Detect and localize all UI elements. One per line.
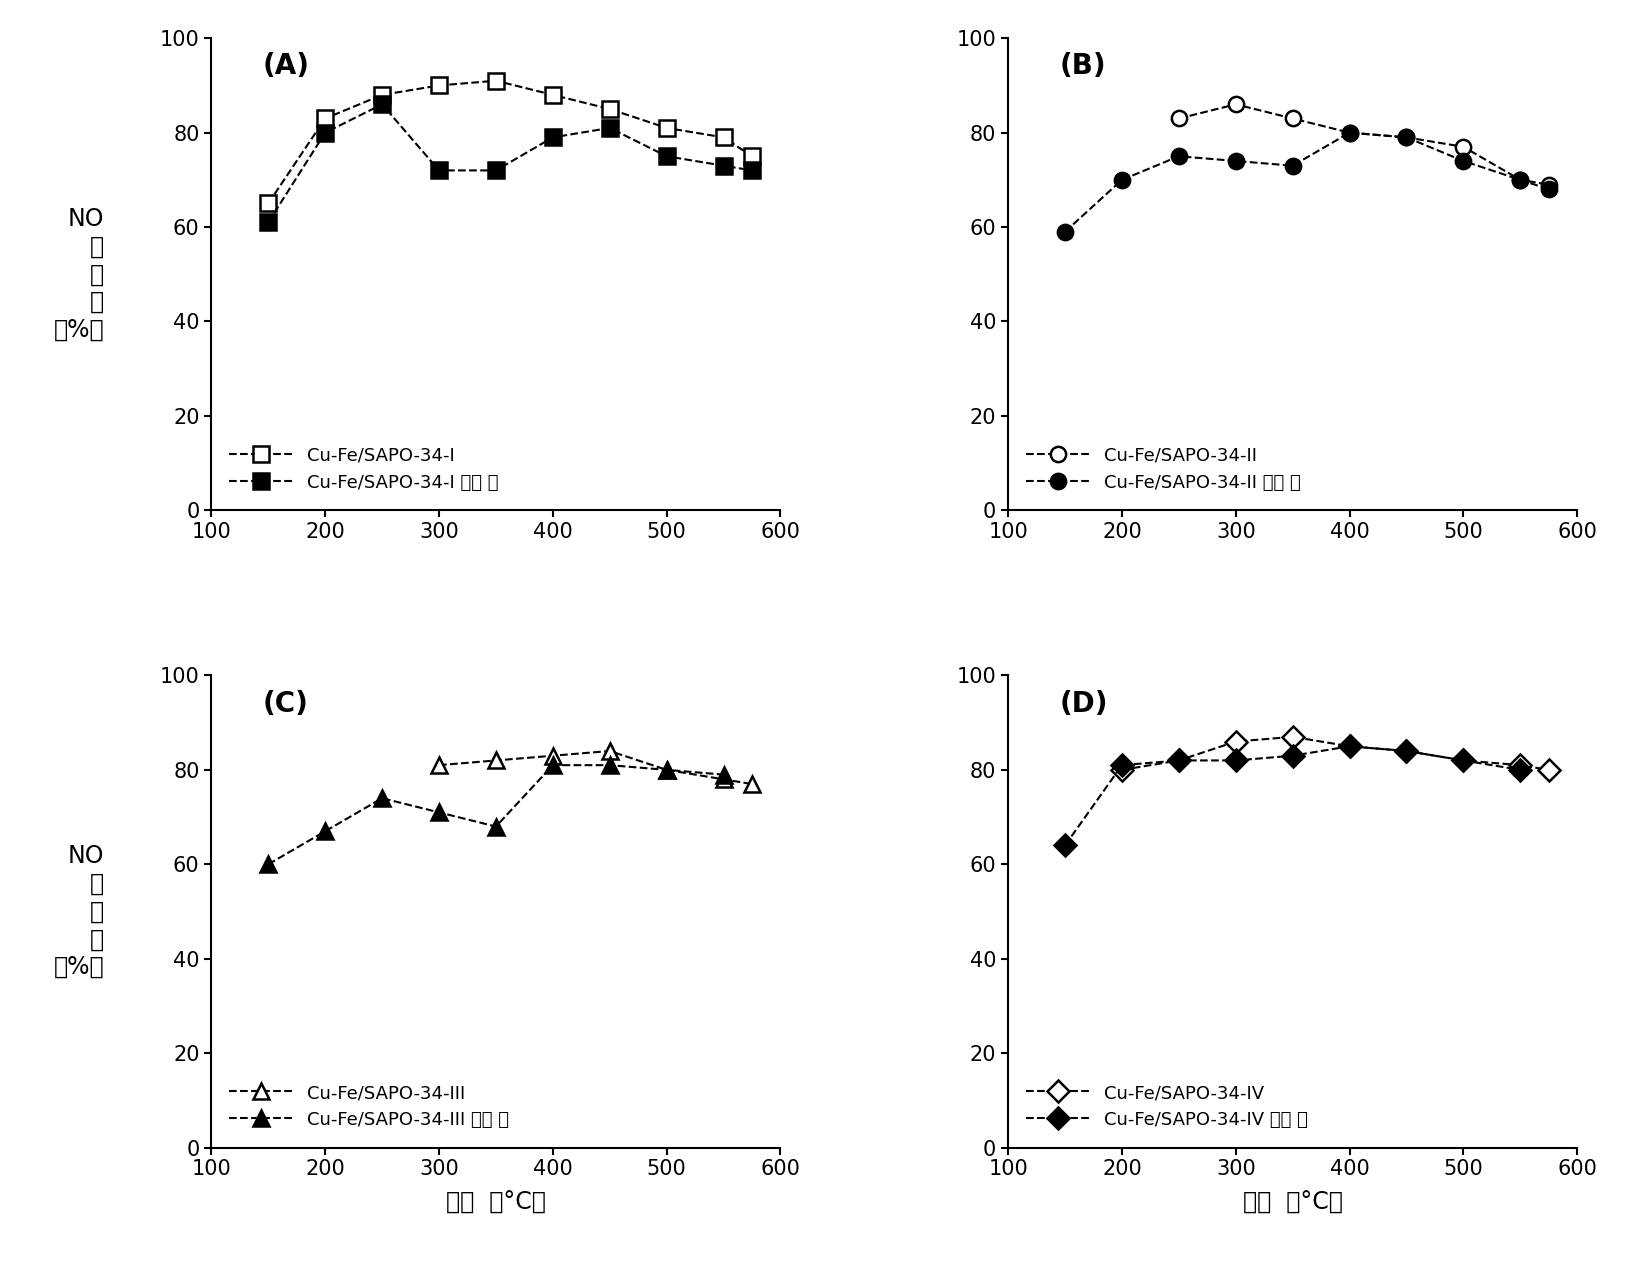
- Cu-Fe/SAPO-34-II: [1169, 111, 1189, 126]
- Cu-Fe/SAPO-34-IV: [1340, 738, 1359, 754]
- Y-axis label: NO
转
化
率
（%）: NO 转 化 率 （%）: [54, 844, 104, 979]
- Cu-Fe/SAPO-34-II: [1511, 172, 1530, 187]
- Cu-Fe/SAPO-34-II 一丙 稀: [1112, 172, 1132, 187]
- X-axis label: 温度  （°C）: 温度 （°C）: [446, 1191, 546, 1214]
- X-axis label: 温度  （°C）: 温度 （°C）: [1242, 1191, 1343, 1214]
- Cu-Fe/SAPO-34-I: [741, 149, 761, 164]
- Cu-Fe/SAPO-34-III: [486, 752, 506, 768]
- Cu-Fe/SAPO-34-I: [714, 130, 733, 145]
- Cu-Fe/SAPO-34-II: [1226, 97, 1246, 112]
- Cu-Fe/SAPO-34-II 一丙 稀: [1538, 181, 1558, 196]
- Cu-Fe/SAPO-34-I 一丙 稀: [486, 163, 506, 179]
- Cu-Fe/SAPO-34-I 一丙 稀: [714, 158, 733, 173]
- Text: (A): (A): [263, 52, 309, 80]
- Cu-Fe/SAPO-34-III 一丙 稀: [543, 757, 563, 773]
- Cu-Fe/SAPO-34-II: [1397, 130, 1416, 145]
- Cu-Fe/SAPO-34-III: [429, 757, 449, 773]
- Line: Cu-Fe/SAPO-34-IV: Cu-Fe/SAPO-34-IV: [1114, 729, 1556, 778]
- Cu-Fe/SAPO-34-IV: [1226, 734, 1246, 750]
- Cu-Fe/SAPO-34-I 一丙 稀: [372, 97, 392, 112]
- Cu-Fe/SAPO-34-II 一丙 稀: [1226, 153, 1246, 168]
- Line: Cu-Fe/SAPO-34-IV 一丙 稀: Cu-Fe/SAPO-34-IV 一丙 稀: [1057, 738, 1528, 853]
- Cu-Fe/SAPO-34-II 一丙 稀: [1397, 130, 1416, 145]
- Line: Cu-Fe/SAPO-34-II: Cu-Fe/SAPO-34-II: [1171, 97, 1556, 193]
- Cu-Fe/SAPO-34-III: [657, 762, 676, 778]
- Cu-Fe/SAPO-34-I: [657, 120, 676, 135]
- Line: Cu-Fe/SAPO-34-III 一丙 稀: Cu-Fe/SAPO-34-III 一丙 稀: [260, 757, 732, 872]
- Cu-Fe/SAPO-34-IV 一丙 稀: [1283, 748, 1302, 764]
- Cu-Fe/SAPO-34-III 一丙 稀: [315, 824, 335, 839]
- Cu-Fe/SAPO-34-IV: [1283, 729, 1302, 745]
- Cu-Fe/SAPO-34-III 一丙 稀: [657, 762, 676, 778]
- Cu-Fe/SAPO-34-IV 一丙 稀: [1055, 838, 1075, 853]
- Cu-Fe/SAPO-34-II 一丙 稀: [1169, 149, 1189, 164]
- Cu-Fe/SAPO-34-I 一丙 稀: [741, 163, 761, 179]
- Cu-Fe/SAPO-34-I: [259, 196, 278, 212]
- Cu-Fe/SAPO-34-II: [1454, 139, 1473, 154]
- Cu-Fe/SAPO-34-IV: [1169, 752, 1189, 768]
- Cu-Fe/SAPO-34-III 一丙 稀: [600, 757, 620, 773]
- Cu-Fe/SAPO-34-I: [486, 73, 506, 88]
- Cu-Fe/SAPO-34-IV: [1112, 762, 1132, 778]
- Cu-Fe/SAPO-34-III: [714, 771, 733, 787]
- Cu-Fe/SAPO-34-I: [429, 78, 449, 93]
- Cu-Fe/SAPO-34-I: [543, 87, 563, 102]
- Cu-Fe/SAPO-34-IV 一丙 稀: [1169, 752, 1189, 768]
- Text: (C): (C): [263, 690, 309, 718]
- Cu-Fe/SAPO-34-I 一丙 稀: [657, 149, 676, 164]
- Cu-Fe/SAPO-34-III 一丙 稀: [486, 819, 506, 834]
- Cu-Fe/SAPO-34-IV 一丙 稀: [1226, 752, 1246, 768]
- Text: (D): (D): [1060, 690, 1107, 718]
- Cu-Fe/SAPO-34-I 一丙 稀: [259, 214, 278, 230]
- Cu-Fe/SAPO-34-IV 一丙 稀: [1112, 757, 1132, 773]
- Cu-Fe/SAPO-34-I: [315, 111, 335, 126]
- Cu-Fe/SAPO-34-II 一丙 稀: [1454, 153, 1473, 168]
- Cu-Fe/SAPO-34-IV: [1538, 762, 1558, 778]
- Line: Cu-Fe/SAPO-34-III: Cu-Fe/SAPO-34-III: [431, 743, 759, 792]
- Line: Cu-Fe/SAPO-34-II 一丙 稀: Cu-Fe/SAPO-34-II 一丙 稀: [1057, 125, 1556, 240]
- Cu-Fe/SAPO-34-IV: [1454, 752, 1473, 768]
- Cu-Fe/SAPO-34-IV 一丙 稀: [1397, 743, 1416, 759]
- Cu-Fe/SAPO-34-III 一丙 稀: [372, 790, 392, 806]
- Cu-Fe/SAPO-34-IV 一丙 稀: [1511, 762, 1530, 778]
- Line: Cu-Fe/SAPO-34-I 一丙 稀: Cu-Fe/SAPO-34-I 一丙 稀: [260, 97, 759, 230]
- Line: Cu-Fe/SAPO-34-I: Cu-Fe/SAPO-34-I: [260, 73, 759, 212]
- Cu-Fe/SAPO-34-IV 一丙 稀: [1454, 752, 1473, 768]
- Cu-Fe/SAPO-34-IV: [1397, 743, 1416, 759]
- Y-axis label: NO
转
化
率
（%）: NO 转 化 率 （%）: [54, 207, 104, 342]
- Legend: Cu-Fe/SAPO-34-I, Cu-Fe/SAPO-34-I 一丙 稀: Cu-Fe/SAPO-34-I, Cu-Fe/SAPO-34-I 一丙 稀: [221, 437, 507, 501]
- Cu-Fe/SAPO-34-I 一丙 稀: [600, 120, 620, 135]
- Cu-Fe/SAPO-34-I: [600, 102, 620, 117]
- Cu-Fe/SAPO-34-II 一丙 稀: [1283, 158, 1302, 173]
- Cu-Fe/SAPO-34-II: [1283, 111, 1302, 126]
- Cu-Fe/SAPO-34-IV: [1511, 757, 1530, 773]
- Legend: Cu-Fe/SAPO-34-II, Cu-Fe/SAPO-34-II 一丙 稀: Cu-Fe/SAPO-34-II, Cu-Fe/SAPO-34-II 一丙 稀: [1018, 437, 1309, 501]
- Cu-Fe/SAPO-34-II: [1340, 125, 1359, 140]
- Cu-Fe/SAPO-34-III 一丙 稀: [259, 857, 278, 872]
- Text: (B): (B): [1060, 52, 1106, 80]
- Cu-Fe/SAPO-34-II 一丙 稀: [1340, 125, 1359, 140]
- Legend: Cu-Fe/SAPO-34-IV, Cu-Fe/SAPO-34-IV 一丙 稀: Cu-Fe/SAPO-34-IV, Cu-Fe/SAPO-34-IV 一丙 稀: [1018, 1075, 1317, 1139]
- Cu-Fe/SAPO-34-II 一丙 稀: [1055, 224, 1075, 240]
- Cu-Fe/SAPO-34-I 一丙 稀: [315, 125, 335, 140]
- Cu-Fe/SAPO-34-I 一丙 稀: [543, 130, 563, 145]
- Cu-Fe/SAPO-34-III 一丙 稀: [714, 768, 733, 783]
- Cu-Fe/SAPO-34-III 一丙 稀: [429, 805, 449, 820]
- Cu-Fe/SAPO-34-I: [372, 87, 392, 102]
- Cu-Fe/SAPO-34-III: [543, 748, 563, 764]
- Cu-Fe/SAPO-34-II: [1538, 177, 1558, 193]
- Cu-Fe/SAPO-34-IV 一丙 稀: [1340, 738, 1359, 754]
- Cu-Fe/SAPO-34-III: [600, 743, 620, 759]
- Cu-Fe/SAPO-34-II 一丙 稀: [1511, 172, 1530, 187]
- Legend: Cu-Fe/SAPO-34-III, Cu-Fe/SAPO-34-III 一丙 稀: Cu-Fe/SAPO-34-III, Cu-Fe/SAPO-34-III 一丙 …: [221, 1075, 519, 1139]
- Cu-Fe/SAPO-34-I 一丙 稀: [429, 163, 449, 179]
- Cu-Fe/SAPO-34-III: [741, 776, 761, 792]
